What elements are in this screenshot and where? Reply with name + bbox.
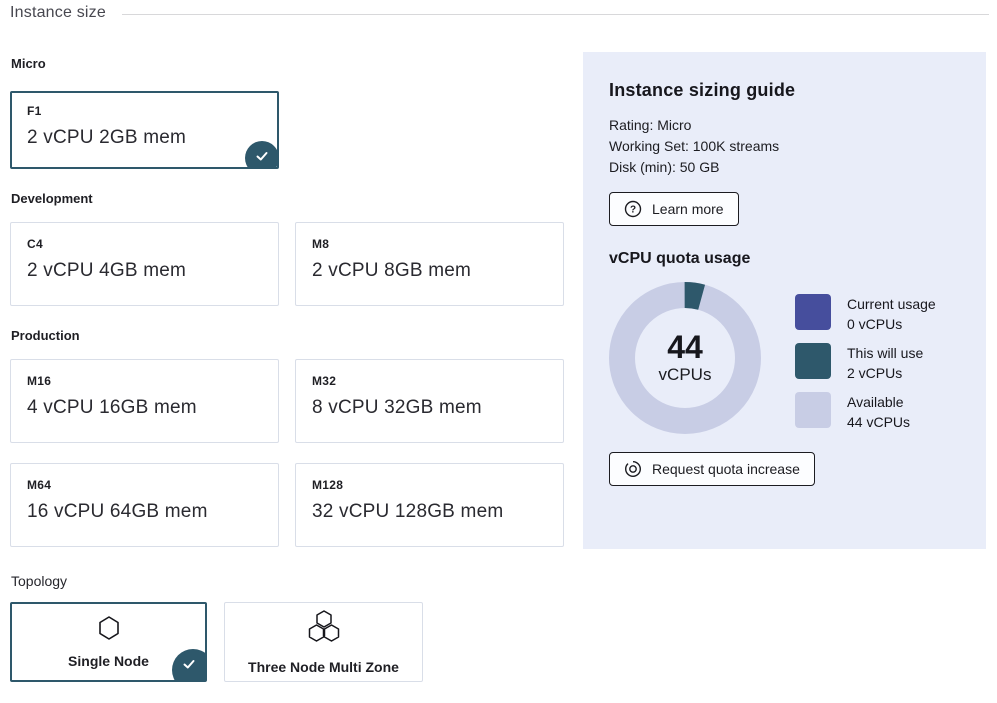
section-label-development: Development xyxy=(11,191,93,206)
legend-item-current-usage: Current usage 0 vCPUs xyxy=(795,294,936,334)
instance-spec: 4 vCPU 16GB mem xyxy=(27,397,197,418)
topology-label: Single Node xyxy=(68,653,149,669)
donut-legend: Current usage 0 vCPUs This will use 2 vC… xyxy=(795,294,936,432)
instance-code: F1 xyxy=(27,104,42,118)
instance-spec: 32 vCPU 128GB mem xyxy=(312,501,504,522)
legend-item-available: Available 44 vCPUs xyxy=(795,392,936,432)
learn-more-button[interactable]: ? Learn more xyxy=(609,192,739,226)
request-quota-increase-button[interactable]: Request quota increase xyxy=(609,452,815,486)
donut-center-unit: vCPUs xyxy=(658,365,712,384)
vcpu-quota-usage-title: vCPU quota usage xyxy=(609,250,751,267)
legend-swatch-available xyxy=(795,392,831,428)
instance-spec: 2 vCPU 4GB mem xyxy=(27,260,187,281)
section-label-micro: Micro xyxy=(11,56,46,71)
selected-check-badge xyxy=(172,649,205,680)
instance-code: M64 xyxy=(27,478,52,492)
instance-card-m32[interactable]: M32 8 vCPU 32GB mem xyxy=(295,359,564,443)
instance-card-m128[interactable]: M128 32 vCPU 128GB mem xyxy=(295,463,564,547)
guide-rating-line: Rating: Micro xyxy=(609,117,692,133)
guide-working-set-line: Working Set: 100K streams xyxy=(609,138,780,154)
question-circle-icon: ? xyxy=(624,200,642,218)
request-quota-increase-label: Request quota increase xyxy=(652,461,800,477)
check-icon xyxy=(181,656,197,677)
instance-card-m8[interactable]: M8 2 vCPU 8GB mem xyxy=(295,222,564,306)
instance-card-m64[interactable]: M64 16 vCPU 64GB mem xyxy=(10,463,279,547)
instance-card-f1[interactable]: F1 2 vCPU 2GB mem xyxy=(10,91,279,169)
guide-disk-line: Disk (min): 50 GB xyxy=(609,159,720,175)
topology-card-three-node-multi-zone[interactable]: Three Node Multi Zone xyxy=(224,602,423,682)
legend-swatch-this-will-use xyxy=(795,343,831,379)
section-label-production: Production xyxy=(11,328,80,343)
legend-swatch-current-usage xyxy=(795,294,831,330)
instance-card-m16[interactable]: M16 4 vCPU 16GB mem xyxy=(10,359,279,443)
instance-code: C4 xyxy=(27,237,43,251)
single-hexagon-icon xyxy=(97,615,121,646)
legend-name: This will use xyxy=(847,345,924,361)
legend-name: Current usage xyxy=(847,296,936,312)
instance-spec: 2 vCPU 2GB mem xyxy=(27,127,187,148)
guide-title: Instance sizing guide xyxy=(609,80,796,100)
legend-value: 2 vCPUs xyxy=(847,365,903,381)
instance-spec: 8 vCPU 32GB mem xyxy=(312,397,482,418)
instance-spec: 16 vCPU 64GB mem xyxy=(27,501,208,522)
donut-center-value: 44 xyxy=(667,329,703,365)
learn-more-label: Learn more xyxy=(652,201,724,217)
legend-name: Available xyxy=(847,394,904,410)
section-label-topology: Topology xyxy=(11,573,68,589)
instance-code: M8 xyxy=(312,237,330,251)
instance-card-c4[interactable]: C4 2 vCPU 4GB mem xyxy=(10,222,279,306)
instance-sizing-guide-panel: Instance sizing guide Rating: Micro Work… xyxy=(583,52,986,549)
instance-code: M128 xyxy=(312,478,344,492)
instance-size-options: Micro F1 2 vCPU 2GB mem Development C4 2… xyxy=(10,50,566,682)
topology-label: Three Node Multi Zone xyxy=(248,659,399,675)
svg-text:?: ? xyxy=(630,205,636,216)
selected-check-badge xyxy=(245,141,277,168)
legend-value: 0 vCPUs xyxy=(847,316,903,332)
instance-code: M16 xyxy=(27,374,52,388)
vcpu-quota-donut-chart: 44 vCPUs xyxy=(609,282,761,434)
header-divider xyxy=(121,14,989,15)
quota-target-icon xyxy=(624,460,642,478)
instance-spec: 2 vCPU 8GB mem xyxy=(312,260,472,281)
three-hexagons-icon xyxy=(302,609,346,652)
instance-code: M32 xyxy=(312,374,337,388)
topology-card-single-node[interactable]: Single Node xyxy=(10,602,207,682)
legend-value: 44 vCPUs xyxy=(847,414,911,430)
page-title: Instance size xyxy=(10,4,106,21)
check-icon xyxy=(254,148,270,168)
section-header: Instance size xyxy=(10,4,989,22)
legend-item-this-will-use: This will use 2 vCPUs xyxy=(795,343,936,383)
